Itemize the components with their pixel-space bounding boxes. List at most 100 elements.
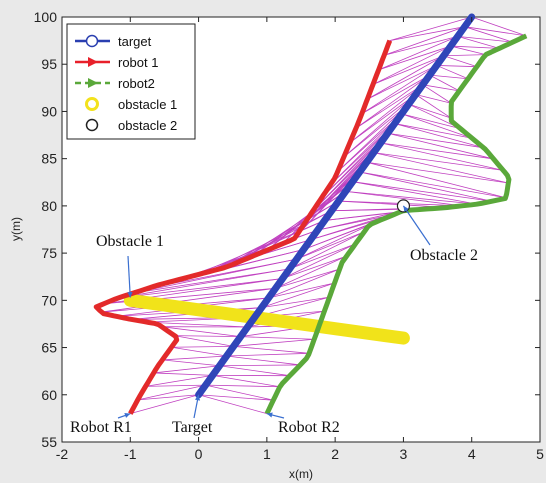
x-axis-label: x(m) xyxy=(289,467,313,481)
legend-label: robot 1 xyxy=(118,55,158,70)
mesh-line xyxy=(380,142,504,171)
mesh-line xyxy=(372,55,444,85)
mesh-line xyxy=(133,268,290,294)
y-axis-label: y(m) xyxy=(9,217,23,241)
mesh-line xyxy=(422,84,460,92)
mesh-line xyxy=(355,74,430,129)
mesh-line xyxy=(233,345,310,354)
mesh-line xyxy=(171,346,227,357)
mesh-line xyxy=(137,384,206,401)
mesh-line xyxy=(372,45,451,85)
robot-2-line xyxy=(264,33,528,415)
y-tick-label: 55 xyxy=(41,434,57,450)
x-tick-label: 0 xyxy=(195,446,203,462)
mesh-line xyxy=(146,321,248,328)
mesh-line xyxy=(212,375,280,388)
mesh-line xyxy=(429,74,460,92)
mesh-line xyxy=(345,190,463,207)
mesh-line xyxy=(380,142,494,160)
mesh-line xyxy=(464,26,513,43)
mesh-line xyxy=(389,16,472,41)
mesh-line xyxy=(436,65,477,68)
mesh-line xyxy=(394,123,473,139)
legend-entry: target xyxy=(75,34,152,49)
mesh-line xyxy=(352,181,478,205)
mesh-line xyxy=(252,191,346,257)
mesh-line xyxy=(359,171,492,202)
mesh-line xyxy=(198,394,267,415)
legend-label: obstacle 2 xyxy=(118,118,177,133)
target-point xyxy=(229,344,236,351)
mesh-line xyxy=(345,190,478,205)
mesh-line xyxy=(422,84,452,104)
mesh-line xyxy=(415,94,452,104)
mesh-line xyxy=(367,65,437,100)
obstacle-1-path xyxy=(123,293,410,345)
legend-marker xyxy=(85,118,99,132)
mesh-line xyxy=(373,152,504,171)
mesh-line xyxy=(282,255,347,279)
mesh-line xyxy=(268,268,340,299)
mesh-line xyxy=(118,268,290,299)
mesh-line xyxy=(296,231,365,260)
mesh-line xyxy=(359,171,507,199)
mesh-line xyxy=(205,384,280,388)
legend-marker xyxy=(85,97,99,111)
mesh-line xyxy=(361,74,430,115)
mesh-line xyxy=(282,243,356,279)
mesh-line xyxy=(162,355,227,361)
annotation-label: Robot R2 xyxy=(278,419,340,436)
mesh-line xyxy=(352,181,492,202)
x-tick-label: -1 xyxy=(124,446,137,462)
mesh-line xyxy=(355,84,423,129)
mesh-line xyxy=(118,278,283,299)
mesh-line xyxy=(343,103,409,158)
mesh-line xyxy=(240,336,315,340)
annotation-arrowhead xyxy=(127,291,133,298)
mesh-line xyxy=(443,55,477,68)
x-tick-label: 2 xyxy=(331,446,339,462)
mesh-line xyxy=(174,335,241,338)
x-tick-label: 3 xyxy=(400,446,408,462)
y-tick-label: 95 xyxy=(41,56,57,72)
mesh-line xyxy=(296,221,376,260)
legend-marker xyxy=(88,78,98,88)
mesh-line xyxy=(219,364,301,367)
mesh-line xyxy=(261,296,330,308)
annotation-arrow xyxy=(127,255,131,298)
robot-1-line xyxy=(93,39,393,415)
mesh-line xyxy=(261,282,335,308)
mesh-line xyxy=(394,123,484,149)
legend-entry: robot 1 xyxy=(75,55,158,70)
mesh-line xyxy=(171,345,234,348)
mesh-line xyxy=(401,113,461,130)
mesh-line xyxy=(436,65,469,80)
x-tick-label: -2 xyxy=(56,446,69,462)
target-point xyxy=(263,297,270,304)
mesh-line xyxy=(443,54,486,57)
legend-label: obstacle 1 xyxy=(118,97,177,112)
mesh-line xyxy=(137,394,199,401)
y-tick-label: 60 xyxy=(41,387,57,403)
mesh-line xyxy=(378,36,458,71)
x-tick-label: 4 xyxy=(468,446,476,462)
legend-entry: obstacle 1 xyxy=(85,97,177,112)
mesh-line xyxy=(349,94,416,143)
annotation-arrowhead xyxy=(266,412,273,418)
mesh-line xyxy=(289,243,356,270)
annotation-label: Obstacle 1 xyxy=(96,233,164,250)
target-point xyxy=(298,250,304,257)
mesh-line xyxy=(145,384,206,387)
y-tick-label: 85 xyxy=(41,151,57,167)
mesh-line xyxy=(343,94,416,158)
mesh-line xyxy=(198,394,274,401)
mesh-line xyxy=(130,394,199,415)
mesh-line xyxy=(387,132,494,160)
mesh-line xyxy=(401,113,473,139)
mesh-line xyxy=(226,355,301,366)
mesh-line xyxy=(415,94,452,119)
mesh-line xyxy=(378,45,451,71)
mesh-line xyxy=(366,161,507,199)
